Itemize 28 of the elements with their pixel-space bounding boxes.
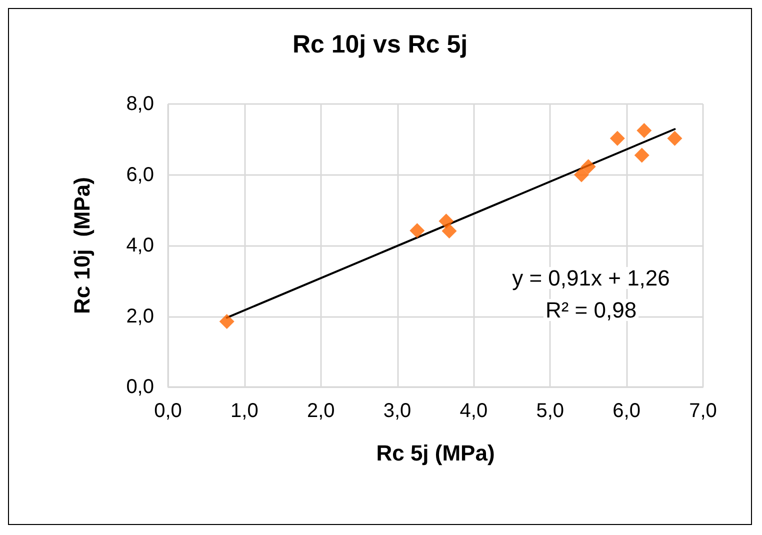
y-axis-title: Rc 10j (MPa): [70, 177, 94, 314]
y-tick-label: 0,0: [126, 376, 154, 398]
point: [219, 314, 234, 330]
point: [610, 130, 625, 146]
x-tick-label: 5,0: [536, 400, 564, 422]
x-tick-label: 0,0: [154, 400, 182, 422]
point: [667, 130, 682, 146]
y-tick-label: 4,0: [126, 234, 154, 256]
point: [634, 148, 650, 163]
point: [410, 223, 425, 238]
point: [442, 223, 457, 238]
annotation: y = 0,91x + 1,26: [512, 266, 670, 290]
x-axis-title: Rc 5j (MPa): [376, 440, 495, 466]
x-tick-label: 2,0: [306, 400, 335, 422]
chart-title: Rc 10j vs Rc 5j: [292, 30, 468, 58]
y-tick-label: 8,0: [126, 93, 154, 115]
x-tick-label: 4,0: [460, 400, 488, 422]
x-tick-label: 7,0: [689, 400, 717, 422]
point: [580, 159, 596, 174]
x-tick-label: 1,0: [230, 400, 258, 422]
y-tick-label: 6,0: [126, 164, 154, 186]
point: [574, 167, 589, 182]
x-tick-label: 3,0: [383, 400, 412, 422]
point: [438, 214, 454, 229]
x-tick-label: 6,0: [612, 400, 640, 422]
y-tick-label: 2,0: [126, 305, 154, 328]
point: [636, 123, 652, 138]
annotation: R² = 0,98: [545, 298, 637, 322]
